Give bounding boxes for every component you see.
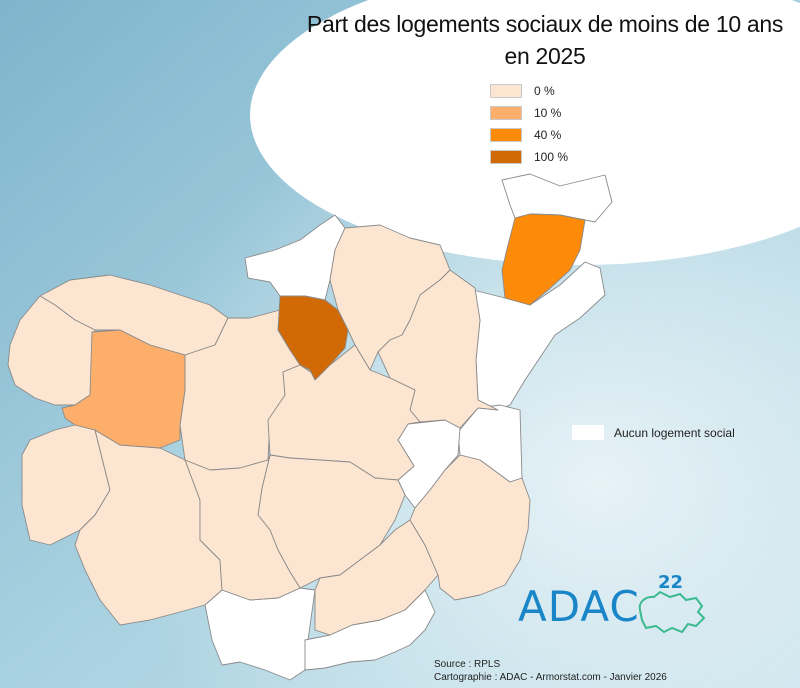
legend-item: 10 % [490,102,568,124]
commune-south-center-2 [314,519,439,636]
legend-label: 0 % [534,84,555,98]
adac-logo: ADAC 22 [518,572,718,638]
legend-item: 0 % [490,80,568,102]
legend-swatch [490,150,522,164]
commune-north-100pct [277,295,349,381]
commune-southeast-1 [409,454,531,601]
map-title-line1: Part des logements sociaux de moins de 1… [306,11,784,37]
commune-northeast-40pct [501,213,586,306]
legend-label: 10 % [534,106,562,120]
commune-west-10pct [61,329,186,449]
credit-text: Cartographie : ADAC - Armorstat.com - Ja… [434,672,667,683]
legend-label: 100 % [534,150,569,164]
map-title: Part des logements sociaux de moins de 1… [290,8,800,72]
legend: 0 % 10 % 40 % 100 % [490,80,568,168]
commune-south-center-1 [184,454,301,601]
legend-item: 40 % [490,124,568,146]
commune-north-east-white [501,173,613,223]
legend-no-social: Aucun logement social [572,425,735,440]
legend-label-no-social: Aucun logement social [614,425,735,440]
map-title-line2: en 2025 [504,43,586,69]
legend-swatch [490,106,522,120]
department-outline-icon [638,590,706,634]
source-text: Source : RPLS [434,659,501,670]
legend-swatch [490,84,522,98]
legend-item: 100 % [490,146,568,168]
source-credit: Source : RPLS Cartographie : ADAC - Armo… [434,658,667,684]
commune-north-center-3 [377,269,499,429]
logo-text: ADAC [518,582,640,631]
legend-swatch-white [572,425,604,440]
title-panel [250,0,800,265]
logo-number: 22 [658,572,684,593]
legend-swatch [490,128,522,142]
legend-label: 40 % [534,128,562,142]
